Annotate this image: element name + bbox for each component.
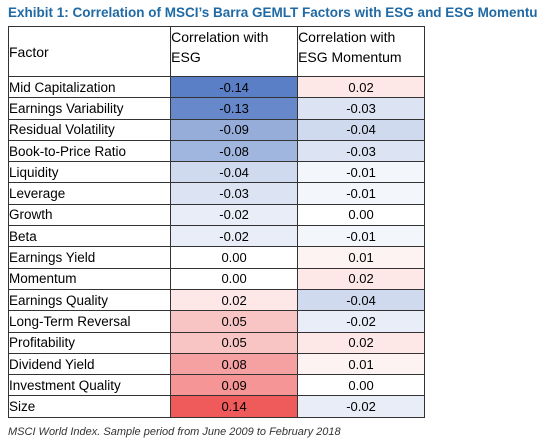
table-row: Size 0.14 -0.02 — [7, 395, 425, 418]
esg-momentum-correlation-cell: -0.04 — [297, 288, 425, 312]
esg-correlation-cell: -0.09 — [170, 118, 299, 141]
table-row: Investment Quality 0.09 0.00 — [7, 374, 425, 397]
esg-momentum-correlation-cell: -0.04 — [297, 118, 425, 141]
factor-label: Mid Capitalization — [7, 75, 172, 99]
footnote: MSCI World Index. Sample period from Jun… — [8, 426, 341, 438]
table-row: Growth -0.02 0.00 — [7, 203, 425, 227]
esg-correlation-cell: -0.02 — [170, 225, 299, 248]
table-row: Earnings Quality 0.02 -0.04 — [7, 288, 425, 312]
table-row: Momentum 0.00 0.02 — [7, 267, 425, 290]
esg-momentum-correlation-cell: 0.00 — [297, 203, 425, 227]
column-header-factor: Factor — [7, 26, 172, 77]
esg-correlation-cell: -0.08 — [170, 139, 299, 163]
esg-correlation-cell: 0.09 — [170, 374, 299, 397]
factor-label: Earnings Quality — [7, 288, 172, 312]
esg-correlation-cell: 0.00 — [170, 246, 299, 269]
table-body: Mid Capitalization -0.14 0.02 Earnings Vari… — [7, 75, 425, 418]
esg-correlation-cell: 0.05 — [170, 331, 299, 354]
table-row: Mid Capitalization -0.14 0.02 — [7, 75, 425, 99]
esg-correlation-cell: 0.00 — [170, 267, 299, 290]
table-row: Beta -0.02 -0.01 — [7, 225, 425, 248]
esg-correlation-cell: 0.08 — [170, 352, 299, 376]
esg-momentum-correlation-cell: 0.01 — [297, 246, 425, 269]
factor-label: Long-Term Reversal — [7, 310, 172, 333]
esg-momentum-correlation-cell: -0.01 — [297, 225, 425, 248]
factor-label: Earnings Yield — [7, 246, 172, 269]
esg-momentum-correlation-cell: -0.02 — [297, 310, 425, 333]
factor-label: Growth — [7, 203, 172, 227]
esg-momentum-correlation-cell: -0.03 — [297, 97, 425, 120]
factor-label: Book-to-Price Ratio — [7, 139, 172, 163]
esg-momentum-correlation-cell: -0.03 — [297, 139, 425, 163]
esg-correlation-cell: -0.03 — [170, 182, 299, 205]
esg-momentum-correlation-cell: 0.02 — [297, 331, 425, 354]
esg-momentum-correlation-cell: -0.02 — [297, 395, 425, 418]
esg-momentum-correlation-cell: -0.01 — [297, 182, 425, 205]
esg-momentum-correlation-cell: 0.02 — [297, 267, 425, 290]
table-row: Liquidity -0.04 -0.01 — [7, 161, 425, 184]
column-header-esg: Correlation with ESG — [170, 26, 299, 77]
correlation-table: Factor Correlation with ESG Correlation … — [7, 26, 425, 418]
esg-correlation-cell: 0.02 — [170, 288, 299, 312]
table-row: Leverage -0.03 -0.01 — [7, 182, 425, 205]
esg-momentum-correlation-cell: 0.01 — [297, 352, 425, 376]
factor-label: Momentum — [7, 267, 172, 290]
esg-correlation-cell: 0.05 — [170, 310, 299, 333]
factor-label: Beta — [7, 225, 172, 248]
table-row: Residual Volatility -0.09 -0.04 — [7, 118, 425, 141]
factor-label: Investment Quality — [7, 374, 172, 397]
table-row: Earnings Variability -0.13 -0.03 — [7, 97, 425, 120]
esg-correlation-cell: 0.14 — [170, 395, 299, 418]
table-row: Earnings Yield 0.00 0.01 — [7, 246, 425, 269]
header-row: Factor Correlation with ESG Correlation … — [7, 26, 425, 77]
column-header-esg-momentum: Correlation with ESG Momentum — [297, 26, 425, 77]
factor-label: Size — [7, 395, 172, 418]
table-row: Profitability 0.05 0.02 — [7, 331, 425, 354]
esg-correlation-cell: -0.13 — [170, 97, 299, 120]
esg-correlation-cell: -0.14 — [170, 75, 299, 99]
table-row: Long-Term Reversal 0.05 -0.02 — [7, 310, 425, 333]
esg-correlation-cell: -0.02 — [170, 203, 299, 227]
factor-label: Dividend Yield — [7, 352, 172, 376]
esg-momentum-correlation-cell: 0.02 — [297, 75, 425, 99]
factor-label: Liquidity — [7, 161, 172, 184]
factor-label: Earnings Variability — [7, 97, 172, 120]
exhibit-title: Exhibit 1: Correlation of MSCI’s Barra G… — [8, 5, 537, 20]
table-row: Book-to-Price Ratio -0.08 -0.03 — [7, 139, 425, 163]
esg-momentum-correlation-cell: -0.01 — [297, 161, 425, 184]
esg-momentum-correlation-cell: 0.00 — [297, 374, 425, 397]
table-row: Dividend Yield 0.08 0.01 — [7, 352, 425, 376]
factor-label: Leverage — [7, 182, 172, 205]
factor-label: Residual Volatility — [7, 118, 172, 141]
factor-label: Profitability — [7, 331, 172, 354]
esg-correlation-cell: -0.04 — [170, 161, 299, 184]
